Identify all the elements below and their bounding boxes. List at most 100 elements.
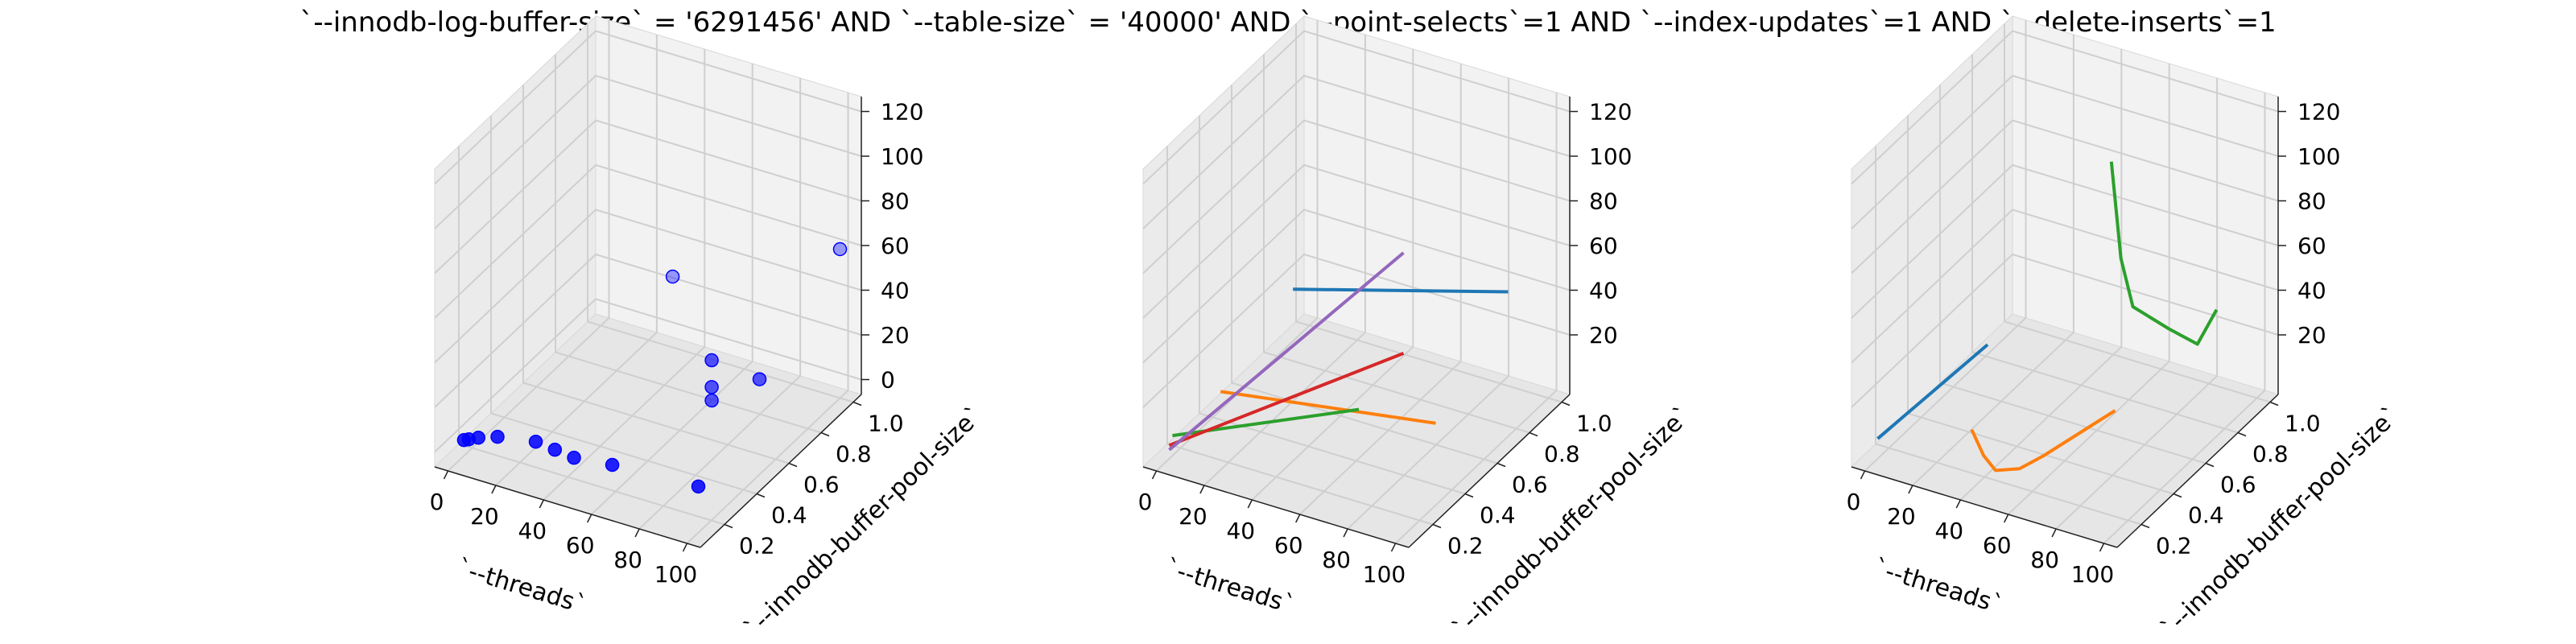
grid-line-z	[1142, 74, 1571, 229]
z-tick-label: 60	[881, 233, 910, 259]
z-tick-label: 100	[2297, 143, 2340, 170]
y-tick	[1561, 401, 1571, 407]
x-axis-line	[434, 466, 701, 548]
scatter-point	[704, 353, 719, 368]
scatter-point	[752, 372, 767, 386]
grid-line-z	[434, 74, 862, 229]
y-tick	[756, 493, 766, 498]
grid-line-x	[2055, 78, 2219, 530]
x-tick-label: 40	[1934, 518, 1963, 544]
x-tick-label: 60	[1274, 532, 1303, 559]
x-tick	[682, 543, 688, 552]
x-tick	[1955, 499, 1961, 509]
x-tick	[634, 528, 640, 538]
z-tick-label: 80	[2297, 188, 2326, 215]
scatter-point	[490, 429, 505, 444]
x-tick	[1390, 543, 1397, 552]
scatter-point	[704, 380, 719, 394]
x-tick-label: 60	[1983, 532, 2012, 559]
y-tick-label: 0.4	[1480, 502, 1516, 529]
y-tick-label: 0.4	[2188, 502, 2224, 529]
scatter-point	[691, 479, 706, 494]
grid-line-z	[434, 253, 862, 408]
x-tick	[587, 514, 592, 523]
x-tick	[1199, 485, 1205, 494]
grid-line-z	[434, 163, 862, 319]
y-tick-label: 0.2	[2156, 533, 2192, 559]
grid-line-z	[1142, 253, 1571, 408]
x-tick	[2099, 543, 2105, 552]
y-tick-label: 1.0	[1576, 411, 1612, 437]
y-tick-label: 0.6	[2220, 472, 2256, 498]
x-tick-label: 100	[654, 561, 697, 588]
grid-line-x	[495, 35, 658, 486]
z-tick-label: 40	[1589, 278, 1618, 304]
z-tick-label: 20	[1589, 322, 1618, 349]
grid-line-y	[490, 115, 758, 495]
y-axis-line	[1408, 394, 1571, 548]
grid-line-z	[1851, 208, 2279, 364]
axes-3d: 0 20 40 60 80 100 0.2 0.4 0.6 0.8 1.0 0 20 40 60 80 100 1…	[430, 14, 989, 643]
y-tick	[1529, 431, 1538, 437]
axes-3d: 0 20 40 60 80 100 0.2 0.4 0.6 0.8 1.0 20 40 60 80 100 12…	[1847, 14, 2405, 643]
y-tick	[2173, 493, 2182, 498]
grid-line-y	[522, 85, 790, 464]
x-tick-label: 80	[613, 547, 642, 573]
grid-line-y	[555, 54, 822, 434]
scatter-point	[832, 242, 848, 257]
z-tick-label: 60	[2297, 233, 2326, 259]
grid-line-y	[1231, 85, 1498, 464]
scatter-point	[528, 434, 543, 449]
grid-line-z	[1142, 208, 1571, 364]
grid-line-y	[1939, 85, 2207, 464]
z-tick-label: 40	[881, 278, 910, 304]
grid-line-x	[1347, 78, 1510, 530]
grid-line-x	[1959, 49, 2123, 501]
x-tick-label: 20	[1887, 503, 1916, 530]
y-tick-label: 1.0	[868, 411, 904, 437]
grid-line-x	[1864, 20, 2027, 472]
grid-line-y	[2004, 23, 2271, 403]
y-tick	[852, 401, 862, 407]
grid-line-z	[1142, 163, 1571, 319]
series-line	[1293, 287, 1509, 294]
x-axis-label: `--threads`	[1870, 554, 2006, 620]
y-tick	[1464, 493, 1474, 498]
grid-line-z	[1851, 74, 2279, 229]
z-tick-label: 20	[2297, 322, 2326, 349]
z-tick-label: 80	[1589, 188, 1618, 215]
scatter-point	[471, 431, 486, 445]
x-tick-label: 20	[1179, 503, 1208, 530]
x-tick-label: 0	[1138, 489, 1153, 515]
x-tick-label: 80	[1322, 547, 1351, 573]
grid-line-x	[1299, 64, 1462, 515]
grid-line-x	[2103, 93, 2266, 544]
y-tick-label: 1.0	[2285, 411, 2321, 437]
y-tick-label: 0.8	[836, 441, 872, 468]
scatter-point	[665, 269, 680, 284]
grid-line-z	[1851, 30, 2279, 185]
grid-line-x	[1394, 93, 1558, 544]
grid-line-x	[2008, 64, 2170, 515]
y-tick-label: 0.6	[1512, 472, 1548, 498]
y-axis-line	[700, 394, 862, 548]
series-line	[1970, 409, 2116, 473]
grid-line-y	[1199, 115, 1466, 495]
grid-line-x	[1203, 35, 1366, 486]
x-tick	[1151, 470, 1158, 480]
y-tick-label: 0.8	[1544, 441, 1580, 468]
x-tick-label: 20	[470, 503, 499, 530]
y-tick-label: 0.6	[803, 472, 840, 498]
z-tick-label: 80	[881, 188, 910, 215]
grid-line-z	[434, 119, 862, 275]
grid-line-z	[434, 208, 862, 364]
x-tick	[1295, 514, 1301, 523]
z-tick-label: 120	[1589, 99, 1632, 126]
y-tick	[1496, 462, 1506, 468]
x-axis-line	[1851, 466, 2118, 548]
grid-line-z	[434, 30, 862, 185]
grid-line-y	[1295, 23, 1563, 403]
